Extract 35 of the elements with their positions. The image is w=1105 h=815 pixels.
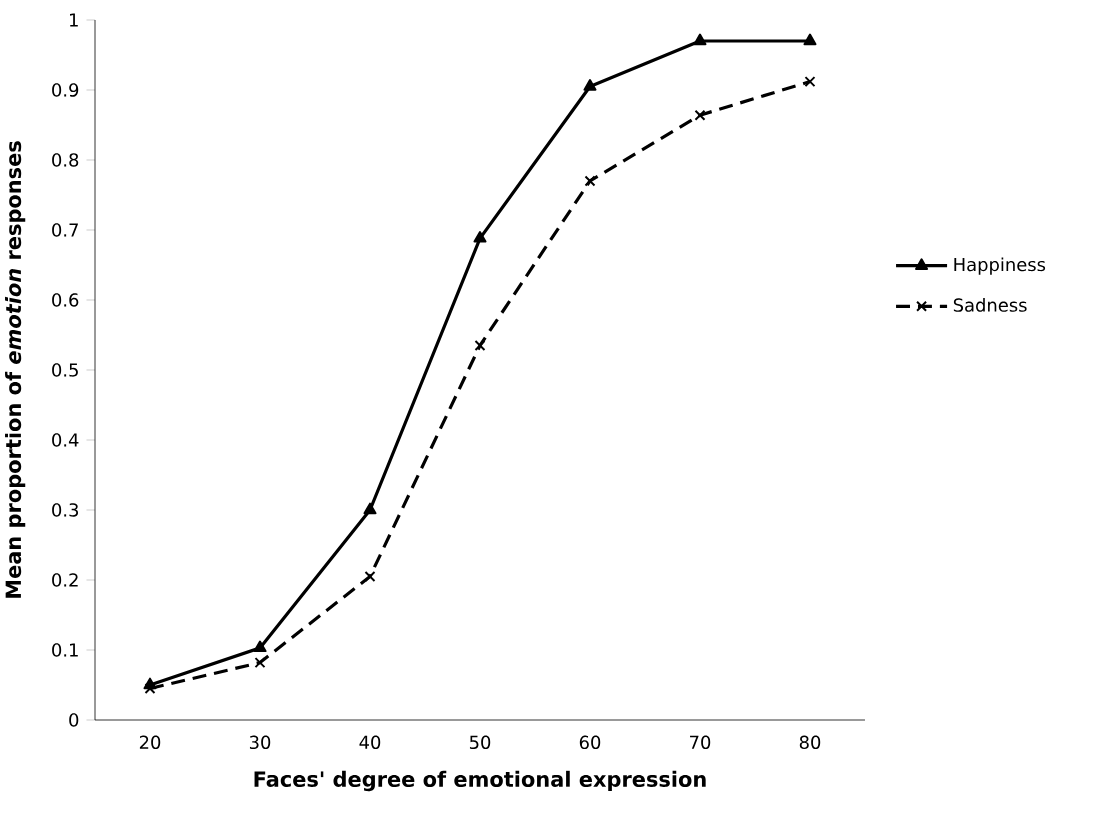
y-tick-label: 0.7 [52,223,78,237]
y-tick-label: 0.5 [52,363,78,377]
y-tick-label: 0.1 [52,643,78,657]
x-tick-label: 70 [690,735,711,750]
x-tick-label: 30 [249,735,271,750]
y-tick-label: 0.4 [52,433,79,447]
y-tick-label: 0.2 [52,573,78,587]
point [253,640,267,653]
point [584,175,596,187]
point [803,33,817,46]
point [144,682,156,695]
point [583,79,597,91]
y-axis-title: Mean proportion of emotion responses [5,141,26,598]
legend-label: Sadness [953,297,1027,312]
point [474,339,486,352]
x-tick-label: 60 [579,735,601,750]
x-tick-label: 80 [799,735,821,750]
point [693,33,707,46]
point [254,657,266,669]
point [363,502,377,515]
y-tick-label: 1 [70,13,78,27]
y-tick-label: 0.3 [52,503,79,517]
point [694,109,706,121]
x-tick-label: 40 [359,735,381,750]
point [364,570,376,583]
legend-label: Happiness [954,257,1046,275]
y-tick-label: 0.9 [52,83,79,97]
y-tick-label: 0.6 [52,293,79,307]
x-axis-title: Faces' degree of emotional expression [254,770,706,792]
y-tick-label: 0 [69,713,79,727]
y-tick-label: 0.8 [52,153,79,167]
x-tick-label: 20 [139,735,161,750]
point [804,76,816,88]
point [473,231,487,243]
x-tick-label: 50 [469,735,491,750]
